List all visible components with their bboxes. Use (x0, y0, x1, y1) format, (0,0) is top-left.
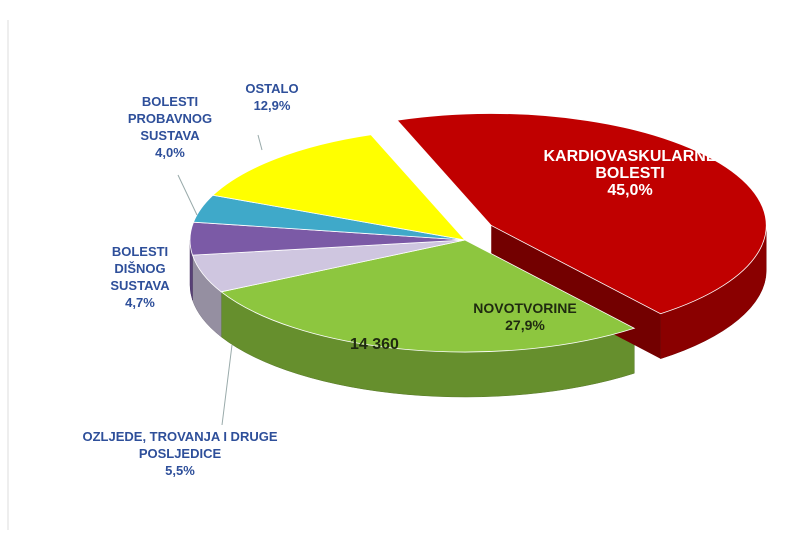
slice-label: NOVOTVORINE 27,9% (415, 300, 635, 334)
annotation: 14 360 (350, 336, 399, 353)
label-value: 27,9% (505, 317, 545, 333)
label-value: 4,0% (155, 145, 185, 160)
label-category: OZLJEDE, TROVANJA I DRUGE POSLJEDICE (82, 429, 278, 461)
leader-line (221, 344, 233, 426)
label-value: 4,7% (125, 295, 155, 310)
slice-label: OZLJEDE, TROVANJA I DRUGE POSLJEDICE 5,5% (80, 428, 280, 479)
leader-line (257, 134, 263, 151)
label-category: NOVOTVORINE (473, 300, 577, 316)
label-value: 12,9% (253, 98, 291, 113)
label-category: BOLESTI PROBAVNOG SUSTAVA (127, 94, 213, 143)
slice (212, 134, 467, 241)
label-category: BOLESTI DIŠNOG SUSTAVA (110, 244, 170, 293)
slice-label: KARDIOVASKULARNE BOLESTI 45,0% (520, 148, 740, 199)
slice-label: OSTALO 12,9% (232, 80, 312, 114)
label-value: 5,5% (165, 463, 195, 478)
slice-label: BOLESTI PROBAVNOG SUSTAVA 4,0% (120, 93, 220, 161)
leader-line (177, 174, 198, 216)
slice (220, 239, 636, 353)
slice (396, 113, 767, 315)
label-category: OSTALO (245, 81, 299, 96)
label-value: 45,0% (607, 182, 653, 199)
label-category: KARDIOVASKULARNE BOLESTI (543, 148, 717, 182)
slice-label: BOLESTI DIŠNOG SUSTAVA 4,7% (95, 243, 185, 311)
